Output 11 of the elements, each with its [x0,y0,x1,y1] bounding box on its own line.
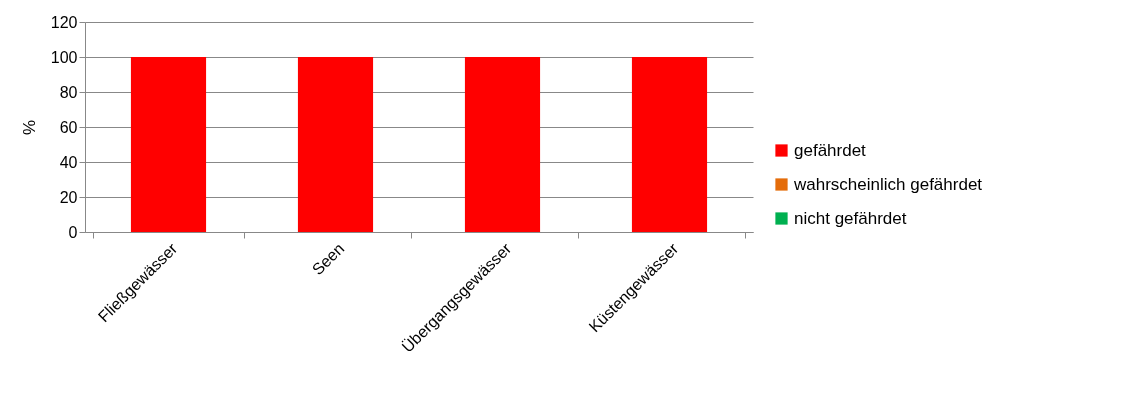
y-tick-label: 40 [59,153,78,171]
y-tick-label: 20 [59,188,78,206]
legend-label: gefährdet [794,140,867,160]
legend-label: nicht gefährdet [794,208,907,228]
y-axis-title: % [19,119,39,136]
y-tick-label: 0 [68,223,78,241]
y-tick-label: 100 [50,48,78,66]
y-tick-label: 80 [59,83,78,101]
y-tick-label: 120 [50,13,78,31]
legend-label: wahrscheinlich gefährdet [793,174,983,194]
y-tick-label: 60 [59,118,78,136]
